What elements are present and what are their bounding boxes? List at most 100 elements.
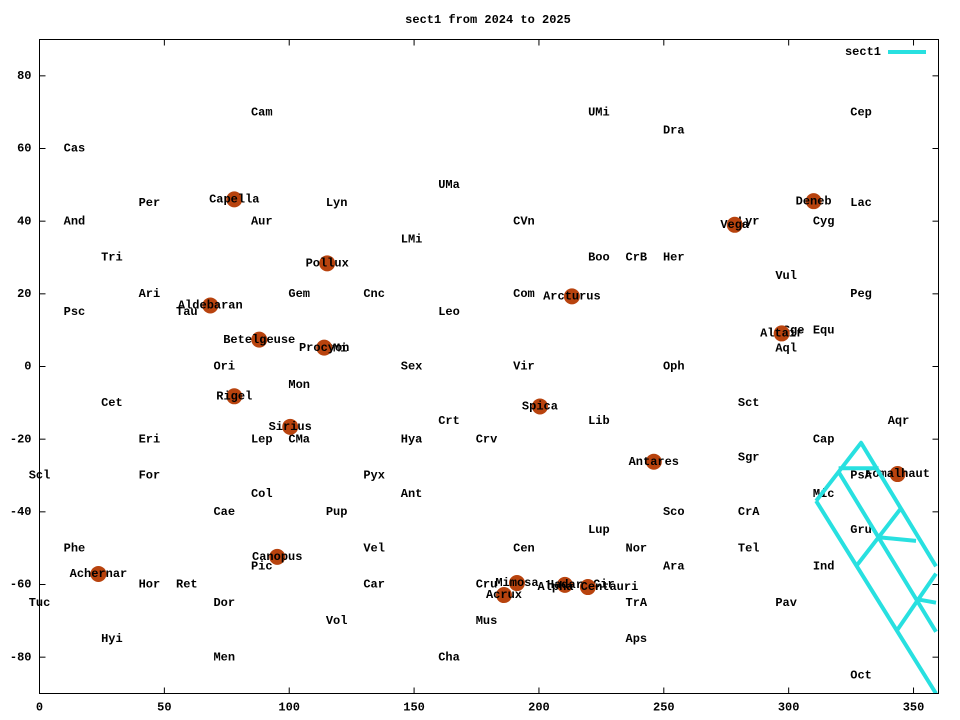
constellation-label: Equ <box>813 323 835 337</box>
constellation-label: Sco <box>663 505 685 519</box>
star-marker <box>579 579 596 596</box>
constellation-label: Aqr <box>888 414 910 428</box>
constellation-label: Lep <box>251 432 273 446</box>
constellation-label: Pav <box>775 596 797 610</box>
star-label: Procyon <box>299 341 349 355</box>
star-label: Betelgeuse <box>223 333 295 347</box>
star-marker <box>773 325 790 342</box>
y-tick-label: -60 <box>10 578 32 592</box>
constellation-label: Cnc <box>363 287 385 301</box>
constellation-label: Ori <box>213 360 235 374</box>
constellation-label: Tau <box>176 305 198 319</box>
star-label: Vega <box>720 218 749 232</box>
constellation-label: Boo <box>588 251 610 265</box>
constellation-label: Cru <box>476 578 498 592</box>
constellation-label: Phe <box>64 541 86 555</box>
constellation-label: Dor <box>213 596 235 610</box>
constellation-label: Lup <box>588 523 610 537</box>
constellation-label: Pic <box>251 560 273 574</box>
star-label: Canopus <box>252 550 302 564</box>
constellation-label: Com <box>513 287 535 301</box>
x-tick-label: 0 <box>36 701 43 715</box>
star-label: Sirius <box>269 420 312 434</box>
constellation-label: Dra <box>663 124 685 138</box>
constellation-label: Her <box>663 251 685 265</box>
constellation-label: Sgr <box>738 451 760 465</box>
constellation-label: Cir <box>593 578 615 592</box>
constellation-label: CrA <box>738 505 760 519</box>
constellation-label: Lac <box>850 196 872 210</box>
constellation-label: LMi <box>401 233 423 247</box>
y-tick-label: 80 <box>17 69 31 83</box>
x-tick-label: 150 <box>403 701 425 715</box>
constellation-label: Cae <box>213 505 235 519</box>
constellation-label: Hor <box>139 578 161 592</box>
constellation-label: Psc <box>64 305 86 319</box>
chart-title: sect1 from 2024 to 2025 <box>405 13 571 27</box>
star-marker <box>508 575 525 592</box>
star-label: Hadar <box>547 578 583 592</box>
constellation-label: Aql <box>775 342 797 356</box>
y-tick-label: -80 <box>10 650 32 664</box>
constellation-label: Eri <box>139 432 161 446</box>
constellation-label: Mon <box>288 378 310 392</box>
constellation-label: Lyn <box>326 196 348 210</box>
star-marker <box>889 466 906 483</box>
star-label: Aldebaran <box>178 299 243 313</box>
legend-label: sect1 <box>845 45 881 59</box>
data-line <box>814 440 938 694</box>
constellation-label: Ant <box>401 487 423 501</box>
constellation-label: Oph <box>663 360 685 374</box>
constellation-label: Cen <box>513 541 535 555</box>
y-tick-label: -20 <box>10 432 32 446</box>
constellation-label: Vel <box>363 541 385 555</box>
x-tick-label: 300 <box>778 701 800 715</box>
y-tick-label: -40 <box>10 505 32 519</box>
constellation-label: And <box>64 214 86 228</box>
constellation-label: Ind <box>813 560 835 574</box>
star-label: Alpha Centauri <box>537 580 638 594</box>
star-marker <box>269 548 286 565</box>
star-marker <box>282 418 299 435</box>
constellation-label: CMa <box>288 432 310 446</box>
star-marker <box>226 388 243 405</box>
constellation-label: For <box>139 469 161 483</box>
constellation-label: Pup <box>326 505 348 519</box>
star-label: Antares <box>629 455 679 469</box>
constellation-label: Vir <box>513 360 535 374</box>
constellation-label: Aps <box>626 632 648 646</box>
star-marker <box>202 297 219 314</box>
constellation-label: Tri <box>101 251 123 265</box>
constellation-label: Lib <box>588 414 610 428</box>
x-tick-label: 50 <box>157 701 171 715</box>
plot-frame <box>39 39 939 694</box>
constellation-label: Ari <box>139 287 161 301</box>
constellation-label: Ret <box>176 578 198 592</box>
star-marker <box>495 587 512 604</box>
x-tick-label: 100 <box>278 701 300 715</box>
star-label: Achernar <box>70 567 128 581</box>
star-label: Pollux <box>306 256 349 270</box>
constellation-label: Aur <box>251 214 273 228</box>
constellation-label: Gru <box>850 523 872 537</box>
constellation-label: UMi <box>588 105 610 119</box>
constellation-label: Tel <box>738 541 760 555</box>
star-label: Capella <box>209 193 259 207</box>
star-marker <box>805 193 822 210</box>
constellation-label: Peg <box>850 287 872 301</box>
constellation-label: Cyg <box>813 214 835 228</box>
constellation-label: Crt <box>438 414 460 428</box>
constellation-label: Per <box>139 196 161 210</box>
constellation-label: Leo <box>438 305 460 319</box>
constellation-label: CVn <box>513 214 535 228</box>
constellation-label: CrB <box>626 251 648 265</box>
constellation-label: Car <box>363 578 385 592</box>
star-marker <box>316 339 333 356</box>
y-tick-label: 20 <box>17 287 31 301</box>
constellation-label: Cas <box>64 142 86 156</box>
constellation-label: Hyi <box>101 632 123 646</box>
star-marker <box>226 191 243 208</box>
star-label: Mimosa <box>495 576 538 590</box>
constellation-label: Gem <box>288 287 310 301</box>
